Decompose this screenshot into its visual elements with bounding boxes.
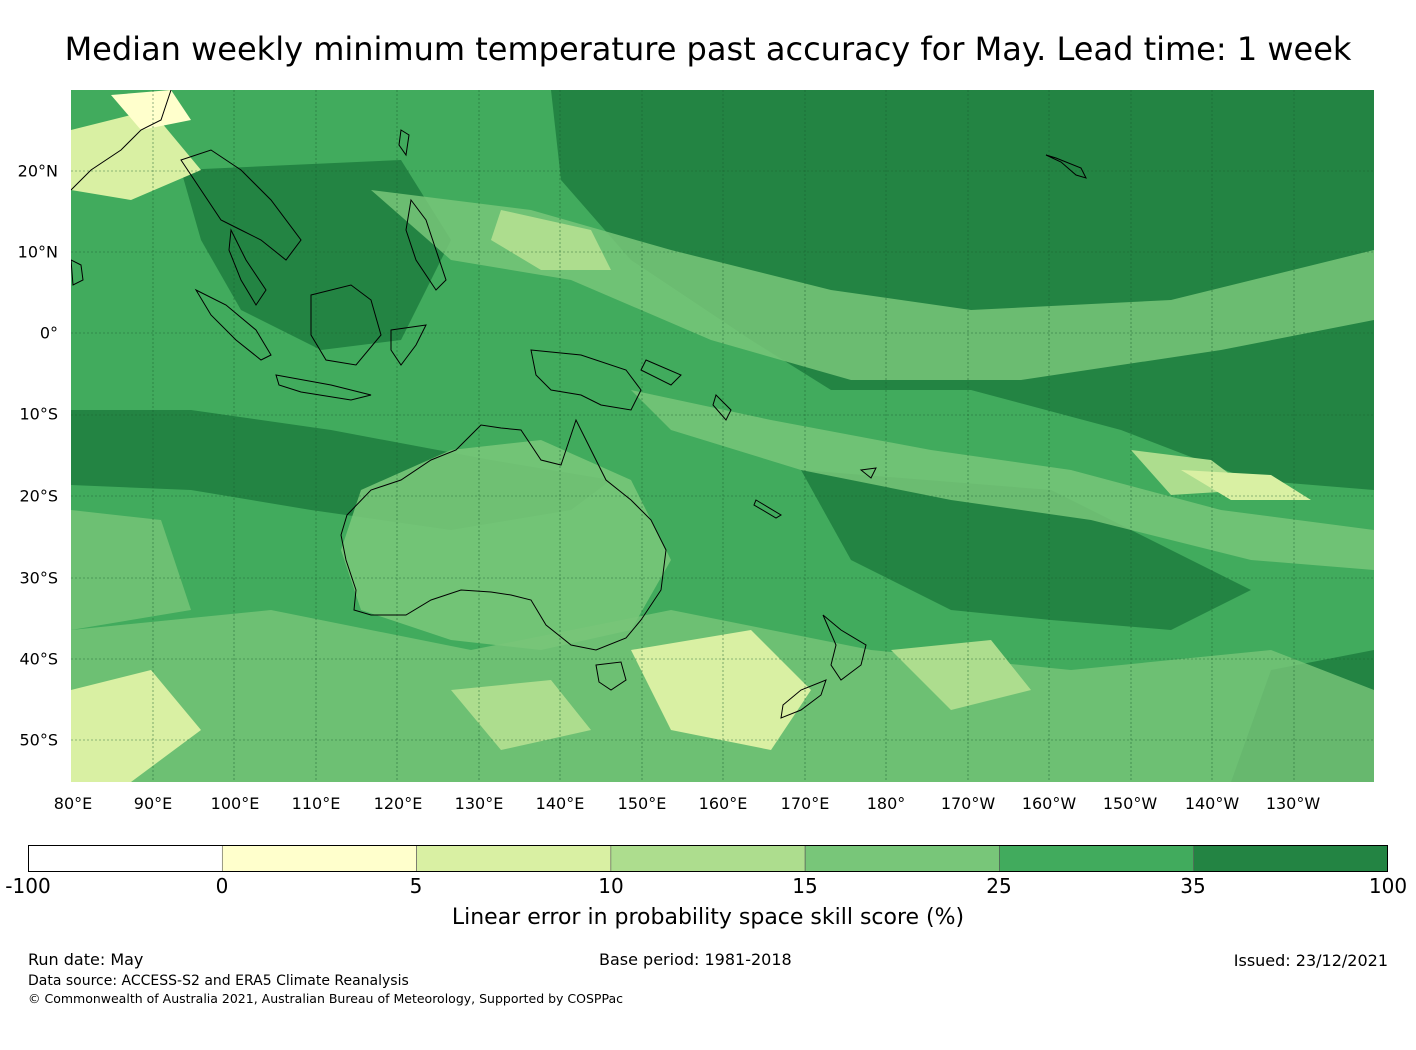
coastline-indochina: [180, 149, 302, 261]
colorbar-tick: 10: [598, 874, 624, 898]
lon-label-90e: 90°E: [133, 794, 173, 813]
issued-date: Issued: 23/12/2021: [1233, 951, 1388, 970]
colorbar-segment: [221, 845, 417, 872]
coastline-hawaii: [1045, 154, 1087, 179]
lon-label-160w: 160°W: [1021, 794, 1077, 813]
coastline-new-zealand-north: [822, 614, 867, 681]
colorbar-segment: [999, 845, 1195, 872]
low-skill-patch-southeast-pacific: [1181, 470, 1311, 500]
lon-label-130w: 130°W: [1265, 794, 1321, 813]
lon-label-160e: 160°E: [698, 794, 748, 813]
colorbar-tick: 5: [409, 874, 423, 898]
lat-label-40s: 40°S: [19, 649, 58, 669]
lon-label-170e: 170°E: [780, 794, 830, 813]
moderate-skill-west: [71, 510, 191, 630]
lat-label-30s: 30°S: [19, 568, 58, 588]
low-skill-patch-asia: [71, 110, 201, 200]
lon-label-140w: 140°W: [1184, 794, 1240, 813]
lon-label-100e: 100°E: [210, 794, 260, 813]
map-title: Median weekly minimum temperature past a…: [64, 30, 1352, 68]
coastline-sumatra: [194, 288, 272, 361]
skill-score-map: [71, 90, 1374, 782]
coastline-taiwan: [398, 129, 410, 157]
coastline-borneo: [310, 284, 382, 366]
lon-label-150w: 150°W: [1102, 794, 1158, 813]
high-skill-region-subtropical: [801, 470, 1251, 630]
lon-label-110e: 110°E: [291, 794, 341, 813]
lat-label-20n: 20°N: [17, 161, 58, 181]
coastline-vanuatu: [712, 394, 732, 421]
coastline-philippines: [405, 198, 447, 291]
lon-label-130e: 130°E: [454, 794, 504, 813]
lat-label-0: 0°: [39, 323, 58, 343]
colorbar-segment: [416, 845, 612, 872]
run-date: Run date: May: [28, 950, 144, 969]
coastline-malay-peninsula: [228, 228, 267, 306]
moderate-skill-band-equatorial: [371, 190, 1374, 380]
coastline-australia: [340, 418, 667, 651]
low-skill-patch-south-central: [451, 680, 591, 750]
colorbar-segment: [610, 845, 806, 872]
lon-label-170w: 170°W: [940, 794, 996, 813]
lat-label-10n: 10°N: [17, 242, 58, 262]
coastline-fiji: [859, 467, 877, 479]
coastline-solomon: [640, 359, 682, 386]
low-skill-patch-central: [891, 640, 1031, 710]
coastline-sri-lanka: [71, 259, 84, 286]
lon-label-180: 180°: [866, 794, 906, 813]
lon-label-140e: 140°E: [535, 794, 585, 813]
base-period: Base period: 1981-2018: [599, 950, 792, 969]
colorbar-tick: 0: [215, 874, 229, 898]
coastline-tasmania: [595, 661, 627, 691]
colorbar-tick: 35: [1180, 874, 1206, 898]
moderate-skill-australia: [341, 440, 671, 650]
low-skill-patch-southwest: [71, 670, 201, 782]
colorbar-segment: [804, 845, 1000, 872]
coastline-java: [275, 374, 372, 401]
colorbar-label: Linear error in probability space skill …: [451, 905, 965, 930]
lat-label-10s: 10°S: [19, 404, 58, 424]
low-skill-patch-china: [111, 90, 191, 130]
coastlines: [71, 90, 1087, 719]
colorbar-segment: [28, 845, 223, 872]
colorbar: [28, 845, 1388, 872]
copyright: © Commonwealth of Australia 2021, Austra…: [28, 991, 623, 1006]
lon-label-80e: 80°E: [53, 794, 93, 813]
moderate-skill-band-spcz: [631, 390, 1374, 570]
coastline-south-asia: [71, 90, 172, 191]
coastline-new-guinea: [530, 349, 642, 411]
graticule: [71, 90, 1374, 782]
colorbar-tick: 15: [792, 874, 818, 898]
coastline-sulawesi: [390, 324, 427, 366]
colorbar-segment: [1193, 845, 1388, 872]
data-source: Data source: ACCESS-S2 and ERA5 Climate …: [28, 973, 409, 989]
low-skill-patch-philippine-sea: [491, 210, 611, 270]
lat-label-50s: 50°S: [19, 730, 58, 750]
colorbar-tick: -100: [5, 874, 51, 898]
colorbar-tick: 25: [986, 874, 1012, 898]
high-skill-region-north-pacific: [551, 90, 1374, 490]
coastline-new-caledonia: [753, 499, 782, 519]
lon-label-150e: 150°E: [617, 794, 667, 813]
low-skill-patch-tasman: [631, 630, 811, 750]
colorbar-tick: 100: [1368, 874, 1408, 898]
lon-label-120e: 120°E: [373, 794, 423, 813]
coastline-new-zealand-south: [780, 679, 827, 719]
lat-label-20s: 20°S: [19, 486, 58, 506]
